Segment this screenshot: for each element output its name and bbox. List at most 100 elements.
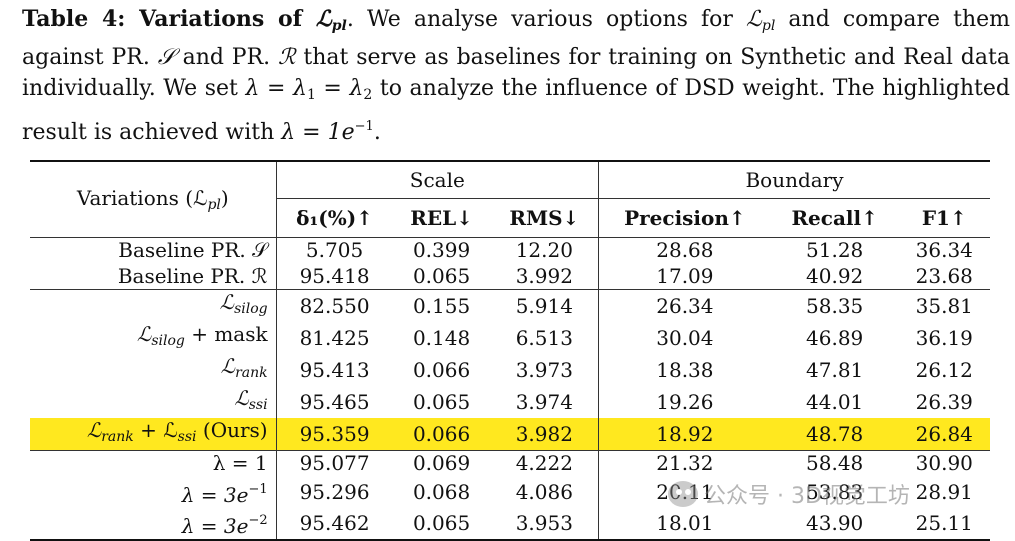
cell-delta1: 5.705: [276, 237, 393, 264]
table-row: ℒssi 95.465 0.065 3.974 19.26 44.01 26.39: [30, 386, 990, 418]
caption-label-symbol: ℒ: [315, 6, 332, 32]
table-row: ℒsilog + mask 81.425 0.148 6.513 30.04 46.89 3…: [30, 322, 990, 354]
cell-precision: 20.11: [656, 479, 714, 504]
cell-rel: 0.068: [412, 479, 471, 504]
variations-header-text: Variations (ℒ: [76, 186, 208, 210]
cell-rms: 12.20: [490, 237, 600, 264]
cell-precision: 18.92: [598, 418, 771, 451]
row-label-sub2: ssi: [177, 429, 197, 445]
cell-f1: 36.19: [915, 325, 973, 350]
wechat-icon: [668, 481, 698, 507]
column-header-rms: RMS↓: [490, 198, 600, 238]
cell-rms: 3.974: [490, 386, 600, 418]
caption-eq-2-sub: 2: [363, 87, 373, 103]
cell-precision: 17.09: [656, 263, 714, 288]
cell-f1: 26.12: [915, 357, 973, 382]
cell-recall: 40.92: [806, 263, 864, 288]
cell-rms: 4.086: [490, 476, 600, 508]
cell-rel: 0.065: [412, 389, 471, 414]
caption-eq-2: = λ: [315, 76, 364, 101]
row-label-sub: silog: [234, 301, 268, 317]
row-label: λ = 1: [30, 450, 277, 477]
variations-header-close: ): [220, 186, 229, 210]
row-label-text: ℒ: [136, 322, 152, 346]
row-label-text: λ = 1: [212, 451, 268, 476]
watermark-text: 公众号 · 3D视觉工坊: [704, 484, 910, 509]
cell-f1: 36.34: [898, 237, 990, 264]
column-header-precision: Precision↑: [598, 198, 771, 238]
column-header-rel: REL↓: [392, 198, 491, 238]
row-label: Baseline PR. 𝒮: [30, 237, 277, 264]
caption-eq-3-sup: −1: [354, 119, 374, 134]
cell-rms: 3.992: [490, 263, 600, 290]
cell-recall: 46.89: [806, 325, 864, 350]
column-header-row: δ₁(%)↑ REL↓ RMS↓ Precision↑ Recall↑ F1↑: [30, 198, 990, 238]
cell-rms: 6.513: [490, 322, 600, 354]
row-label: Baseline PR. ℛ: [30, 263, 277, 290]
cell-delta1: 95.465: [299, 389, 370, 414]
row-label: ℒrank: [30, 354, 277, 386]
cell-recall: 51.28: [770, 237, 899, 264]
row-label: ℒsilog + mask: [30, 322, 277, 354]
cell-recall: 58.48: [770, 450, 899, 477]
cell-precision: 30.04: [656, 325, 714, 350]
caption-symbol-s: 𝒮: [157, 45, 175, 70]
cell-delta1: 95.077: [276, 450, 393, 477]
cell-f1: 26.39: [915, 389, 973, 414]
table-row: Baseline PR. 𝒮 5.705 0.399 12.20 28.68 51.28 3…: [30, 237, 990, 264]
row-label-sup: −2: [248, 512, 268, 528]
cell-rms: 3.982: [490, 418, 600, 451]
row-label-text: Baseline PR. 𝒮: [118, 238, 268, 263]
variations-header: Variations (ℒpl): [30, 161, 277, 238]
cell-rms: 4.222: [490, 450, 600, 477]
variations-header-sub: pl: [207, 197, 221, 213]
table-row: λ = 3e−1 95.296 0.068 4.086 20.11 53.83 28.91: [30, 476, 990, 508]
group-scale-header: Scale: [276, 161, 600, 199]
cell-f1: 30.90: [898, 450, 990, 477]
cell-rms: 5.914: [490, 289, 600, 322]
row-label: ℒrank + ℒssi (Ours): [30, 418, 277, 451]
caption-symbol-r: ℛ: [278, 45, 296, 70]
cell-delta1: 95.359: [276, 418, 393, 451]
row-label-sub: ssi: [248, 397, 268, 413]
row-label-text: ℒ: [219, 290, 235, 314]
cell-delta1: 81.425: [299, 325, 370, 350]
cell-f1: 35.81: [898, 289, 990, 322]
row-label: ℒsilog: [30, 289, 277, 322]
row-label-text: ℒ: [86, 418, 102, 442]
cell-delta1: 82.550: [276, 289, 393, 322]
row-label-text: λ = 3e: [181, 482, 249, 507]
column-header-recall: Recall↑: [770, 198, 899, 238]
cell-f1: 26.84: [898, 418, 990, 451]
row-label-text: Baseline PR. ℛ: [117, 263, 268, 288]
row-label-sub: silog: [151, 333, 185, 349]
cell-rel: 0.399: [392, 237, 491, 264]
cell-precision: 18.38: [656, 357, 714, 382]
cell-recall: 53.83: [806, 479, 864, 504]
caption-label-sub: pl: [331, 18, 347, 34]
caption-text-6: .: [373, 120, 381, 145]
row-label-rest: + mask: [184, 322, 268, 346]
table-row: ℒrank 95.413 0.066 3.973 18.38 47.81 26.12: [30, 354, 990, 386]
cell-rel: 0.069: [392, 450, 491, 477]
row-label-text: ℒ: [234, 386, 249, 410]
row-label-sub: rank: [101, 429, 134, 445]
cell-recall: 44.01: [806, 389, 864, 414]
cell-f1: 28.91: [915, 479, 973, 504]
cell-f1: 23.68: [915, 263, 973, 288]
table-row: ℒrank + ℒssi (Ours) 95.359 0.066 3.982 18.92…: [30, 418, 990, 451]
column-header-delta1: δ₁(%)↑: [276, 198, 393, 238]
row-label-text: λ = 3e: [181, 513, 249, 538]
table-body: Baseline PR. 𝒮 5.705 0.399 12.20 28.68 51.28 3…: [30, 237, 990, 541]
cell-precision: 26.34: [598, 289, 771, 322]
caption-text-4: that serve as baselines for training on …: [22, 45, 1010, 101]
cell-precision: 21.32: [598, 450, 771, 477]
table-row: Baseline PR. ℛ 95.418 0.065 3.992 17.09 40.92…: [30, 263, 990, 290]
caption-eq-3: λ = 1e: [281, 120, 355, 145]
column-header-f1: F1↑: [898, 198, 990, 238]
cell-delta1: 95.418: [299, 263, 370, 288]
results-table: Variations (ℒpl) Scale Boundary δ₁(%)↑ RE…: [30, 160, 990, 541]
caption-text-1: . We analyse various options for: [346, 7, 733, 32]
cell-delta1: 95.413: [299, 357, 370, 382]
caption-label: Table 4: Variations of: [22, 6, 303, 32]
